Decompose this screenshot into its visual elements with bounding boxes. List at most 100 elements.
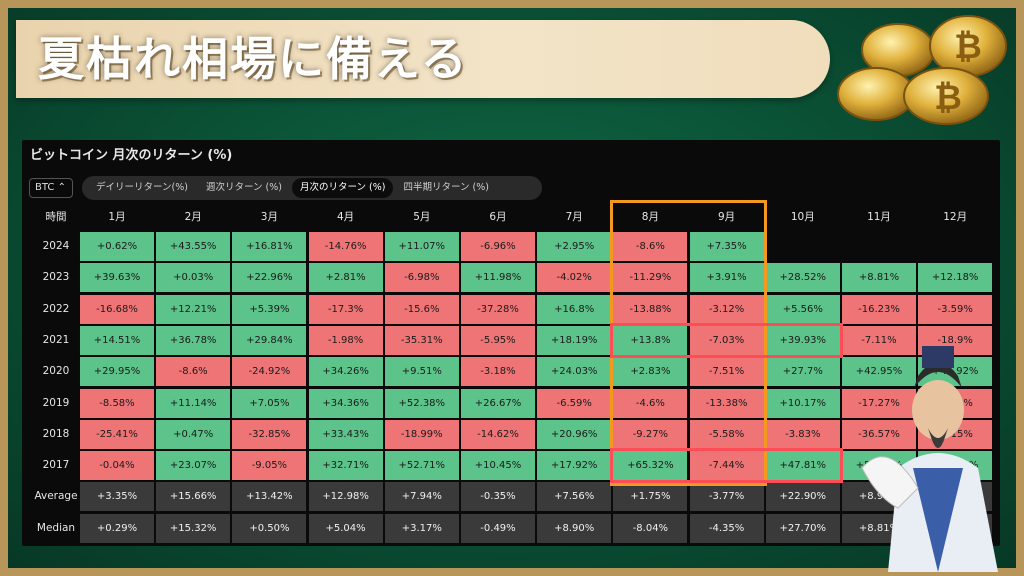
return-cell: +2.95% (537, 232, 612, 261)
return-cell: +43.55% (156, 232, 231, 261)
title-banner: 夏枯れ相場に備える (16, 20, 830, 98)
stat-label: Median (36, 521, 76, 534)
return-cell: +10.17% (765, 388, 840, 418)
column-header: 10月 (790, 211, 815, 223)
return-cell: -14.76% (308, 232, 383, 261)
return-cell: +39.63% (80, 263, 154, 293)
row-label: 2020 (42, 365, 70, 378)
return-cell: -37.28% (461, 294, 535, 324)
return-cell: -6.98% (384, 263, 459, 293)
bitcoin-coins-icon: ₿ ₿ (837, 15, 1007, 125)
returns-panel: ビットコイン 月次のリターン (%) BTC ⌃ デイリーリターン(%) 週次リタ… (22, 140, 1000, 546)
return-cell: +10.45% (461, 451, 535, 481)
return-cell: +0.62% (80, 232, 154, 261)
asset-selector[interactable]: BTC ⌃ (29, 178, 73, 198)
return-cell: +2.81% (308, 263, 383, 293)
return-cell: +5.56% (765, 294, 840, 324)
column-header: 7月 (565, 211, 583, 223)
return-cell: +2.83% (613, 357, 688, 387)
column-header: 2月 (184, 211, 202, 223)
tab-1[interactable]: 週次リターン (%) (205, 182, 282, 193)
return-cell: +12.21% (156, 294, 231, 324)
return-cell: -0.04% (80, 451, 154, 481)
column-header: 5月 (413, 211, 431, 223)
return-cell: -8.6% (613, 232, 688, 261)
stat-cell: +15.32% (156, 513, 231, 543)
return-cell: -7.51% (689, 357, 764, 387)
row-label: 2021 (42, 333, 70, 346)
stat-cell: -0.49% (461, 513, 535, 543)
return-cell: +29.84% (232, 325, 307, 355)
return-cell: +11.14% (156, 388, 231, 418)
return-cell: +27.7% (765, 357, 840, 387)
return-cell: -16.68% (80, 294, 154, 324)
return-cell: -7.11% (842, 325, 916, 355)
return-cell: +32.71% (308, 451, 383, 481)
stat-cell: +22.90% (765, 482, 840, 512)
return-cell: +7.35% (689, 232, 764, 261)
return-cell: -18.99% (384, 419, 459, 449)
return-cell: +14.51% (80, 325, 154, 355)
return-cell: +3.91% (689, 263, 764, 293)
chevron-updown-icon: ⌃ (57, 182, 66, 193)
row-label: 2018 (42, 427, 70, 440)
return-cell: -35.31% (384, 325, 459, 355)
return-cell: -24.92% (232, 357, 307, 387)
stat-cell: +5.04% (308, 513, 383, 543)
row-label: 2017 (42, 459, 70, 472)
stat-cell: +3.17% (384, 513, 459, 543)
row-label: 2022 (42, 302, 70, 315)
column-header: 8月 (641, 211, 659, 223)
return-cell: +13.8% (613, 325, 688, 355)
return-cell: +20.96% (537, 419, 612, 449)
return-cell: +16.8% (537, 294, 612, 324)
return-cell: +12.18% (918, 263, 993, 293)
return-cell: -7.03% (689, 325, 764, 355)
asset-selector-value: BTC (35, 182, 55, 193)
return-cell: +0.03% (156, 263, 231, 293)
stat-label: Average (34, 490, 78, 503)
stat-cell: +0.29% (80, 513, 154, 543)
column-header: 12月 (943, 211, 968, 223)
return-cell: +5.39% (232, 294, 307, 324)
return-cell: -9.05% (232, 451, 307, 481)
column-header: 11月 (867, 211, 891, 223)
return-cell: -17.27% (842, 388, 916, 418)
tab-3[interactable]: 四半期リターン (%) (403, 182, 489, 193)
return-cell: -8.58% (80, 388, 154, 418)
stat-cell: -4.35% (689, 513, 764, 543)
column-header: 3月 (260, 211, 278, 223)
tab-2[interactable]: 月次のリターン (%) (291, 178, 394, 198)
return-cell: -7.44% (689, 451, 764, 481)
return-cell: +26.67% (461, 388, 535, 418)
stat-cell: -3.77% (689, 482, 764, 512)
return-cell: +24.03% (537, 357, 612, 387)
stat-cell: +27.70% (765, 513, 840, 543)
return-cell: +18.19% (537, 325, 612, 355)
svg-text:₿: ₿ (934, 78, 962, 118)
return-cell: -15.6% (384, 294, 459, 324)
return-cell: +7.05% (232, 388, 307, 418)
svg-text:₿: ₿ (954, 27, 982, 67)
stat-cell: +1.75% (613, 482, 688, 512)
return-cell: +8.81% (842, 263, 916, 293)
return-cell: +0.47% (156, 419, 231, 449)
return-cell: +42.95% (842, 357, 916, 387)
stat-cell: +8.90% (537, 513, 612, 543)
column-header: 1月 (108, 211, 126, 223)
return-cell: -14.62% (461, 419, 535, 449)
return-cell: -17.3% (308, 294, 383, 324)
tab-0[interactable]: デイリーリターン(%) (96, 182, 188, 193)
return-cell: +22.96% (232, 263, 307, 293)
return-cell: -1.98% (308, 325, 383, 355)
return-cell: +47.81% (765, 451, 840, 481)
return-cell: +34.36% (308, 388, 383, 418)
column-header: 9月 (718, 211, 736, 223)
banner-title: 夏枯れ相場に備える (38, 32, 469, 86)
return-cell: +9.51% (384, 357, 459, 387)
return-cell: +52.38% (384, 388, 459, 418)
return-cell: -36.57% (842, 419, 916, 449)
return-cell: +17.92% (537, 451, 612, 481)
return-cell: +33.43% (308, 419, 383, 449)
row-label: 2019 (42, 396, 70, 409)
